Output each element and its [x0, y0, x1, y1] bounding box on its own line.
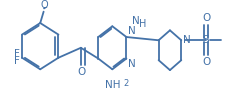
Text: N: N	[132, 16, 140, 26]
Text: F: F	[14, 50, 20, 60]
Text: H: H	[138, 19, 146, 29]
Text: N: N	[182, 35, 190, 45]
Text: NH: NH	[104, 80, 119, 90]
Text: O: O	[40, 0, 48, 10]
Text: N: N	[127, 59, 135, 69]
Text: N: N	[127, 26, 135, 36]
Text: O: O	[201, 57, 209, 67]
Text: 2: 2	[123, 79, 128, 88]
Text: O: O	[77, 67, 85, 77]
Text: F: F	[14, 56, 20, 66]
Text: S: S	[202, 35, 209, 45]
Text: O: O	[201, 13, 209, 23]
